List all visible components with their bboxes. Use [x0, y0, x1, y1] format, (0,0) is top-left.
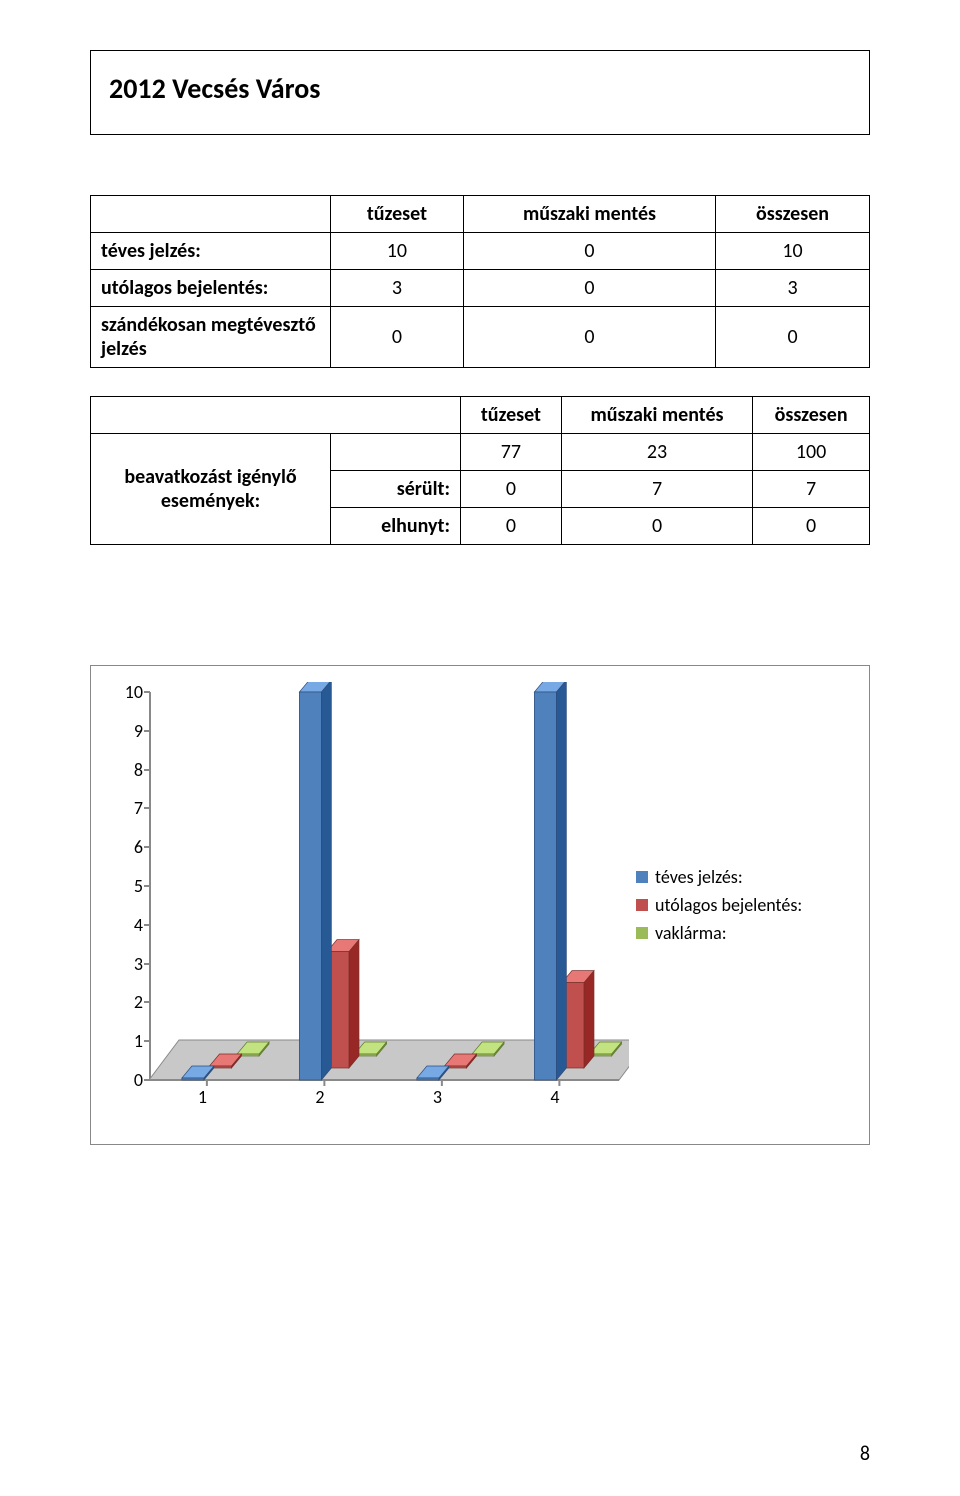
x-tick-label: 4 [550, 1086, 559, 1108]
x-tick-label: 3 [433, 1086, 442, 1108]
page-number: 8 [860, 1442, 870, 1466]
legend-swatch-0 [636, 871, 648, 883]
t2-r0-sub [331, 434, 461, 471]
t2-h0 [91, 397, 461, 434]
page-title: 2012 Vecsés Város [109, 71, 320, 106]
t2-r1-c0: 0 [461, 471, 562, 508]
t1-h2: műszaki mentés [463, 196, 715, 233]
t2-r1-c2: 7 [753, 471, 870, 508]
chart-plot-area: 0123456789101234 [109, 682, 626, 1130]
t2-r0-c0: 77 [461, 434, 562, 471]
legend-label-2: vaklárma: [655, 922, 727, 944]
legend-item-0: téves jelzés: [636, 866, 851, 888]
t2-r1-c1: 7 [561, 471, 752, 508]
title-box: 2012 Vecsés Város [90, 50, 870, 135]
t1-r0-c2: 10 [716, 233, 870, 270]
t1-h3: összesen [716, 196, 870, 233]
t2-r2-c2: 0 [753, 508, 870, 545]
alarms-table: tűzeset műszaki mentés összesen téves je… [90, 195, 870, 368]
t2-h2: tűzeset [461, 397, 562, 434]
t1-r0-label: téves jelzés: [91, 233, 331, 270]
t1-r2-c2: 0 [716, 307, 870, 368]
bar-chart: 0123456789101234 téves jelzés: utólagos … [90, 665, 870, 1145]
x-tick-label: 2 [315, 1086, 324, 1108]
t2-r0-c1: 23 [561, 434, 752, 471]
t1-r2-c1: 0 [463, 307, 715, 368]
t2-r2-sub: elhunyt: [331, 508, 461, 545]
legend-swatch-1 [636, 899, 648, 911]
chart-legend: téves jelzés: utólagos bejelentés: vaklá… [626, 682, 851, 1128]
t2-h4: összesen [753, 397, 870, 434]
t1-h0 [91, 196, 331, 233]
legend-item-2: vaklárma: [636, 922, 851, 944]
t1-r1-c2: 3 [716, 270, 870, 307]
legend-label-1: utólagos bejelentés: [655, 894, 802, 916]
t1-r1-c0: 3 [331, 270, 464, 307]
t2-r2-c1: 0 [561, 508, 752, 545]
t2-h3: műszaki mentés [561, 397, 752, 434]
t2-r2-c0: 0 [461, 508, 562, 545]
t1-r0-c1: 0 [463, 233, 715, 270]
t1-r1-label: utólagos bejelentés: [91, 270, 331, 307]
t2-main-label: beavatkozást igénylő események: [91, 434, 331, 545]
legend-item-1: utólagos bejelentés: [636, 894, 851, 916]
legend-swatch-2 [636, 927, 648, 939]
t1-r1-c1: 0 [463, 270, 715, 307]
t2-r1-sub: sérült: [331, 471, 461, 508]
legend-label-0: téves jelzés: [655, 866, 743, 888]
t1-h1: tűzeset [331, 196, 464, 233]
t1-r0-c0: 10 [331, 233, 464, 270]
t1-r2-c0: 0 [331, 307, 464, 368]
t1-r2-label: szándékosan megtévesztő jelzés [91, 307, 331, 368]
x-tick-label: 1 [198, 1086, 207, 1108]
events-table: tűzeset műszaki mentés összesen beavatko… [90, 396, 870, 545]
t2-r0-c2: 100 [753, 434, 870, 471]
